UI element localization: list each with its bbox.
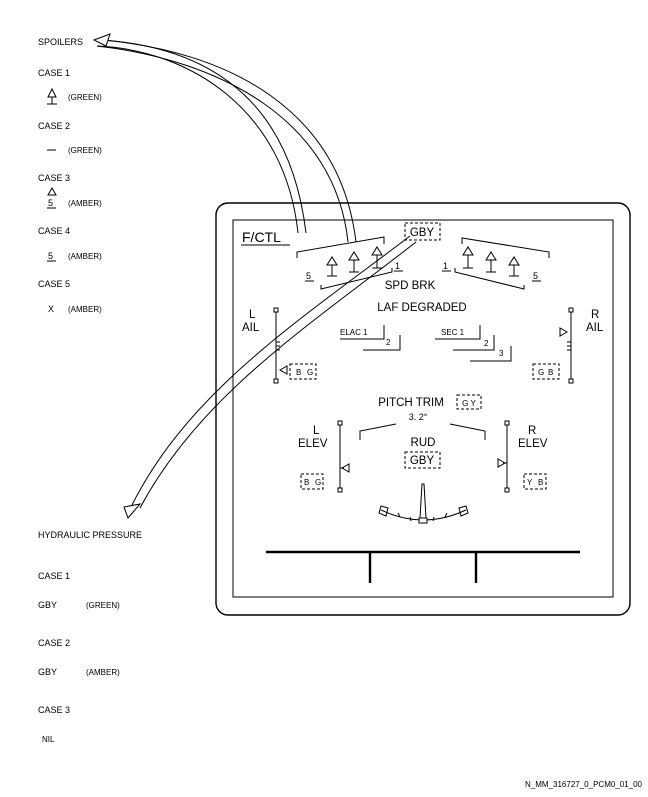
bottom-separator	[266, 550, 580, 583]
hydraulic-case1-color: (GREEN)	[86, 601, 120, 610]
spoiler-arrow-icon	[485, 251, 497, 261]
pitch-trim-value: 3. 2°	[409, 412, 428, 422]
spoilers-case3-symbol: 5	[48, 198, 53, 208]
laf-degraded-label: LAF DEGRADED	[377, 302, 466, 314]
rud-label: RUD	[411, 437, 436, 449]
pitch-trim-label: PITCH TRIM	[378, 397, 444, 409]
hydraulic-case3-value: NIL	[42, 735, 55, 744]
spoilers-case1-label: CASE 1	[38, 68, 70, 78]
l-elev-scale	[337, 420, 350, 493]
hyd-top-box	[404, 222, 441, 241]
hydraulic-case2-label: CASE 2	[38, 638, 70, 648]
elac1-label: ELAC 1	[340, 328, 368, 337]
spoiler-arrow-icon	[371, 246, 383, 256]
hyd-top-label: GBY	[410, 227, 435, 239]
spoiler-arrow-icon	[326, 256, 338, 266]
l-elev-hyd-g: G	[315, 478, 321, 487]
spoiler-right-group	[454, 237, 550, 290]
spoilers-case4-symbol: 5	[48, 251, 53, 261]
spoilers-case2-label: CASE 2	[38, 121, 70, 131]
r-elev-label: ELEV	[518, 438, 548, 450]
r-elev-hyd-box	[523, 473, 547, 490]
spoilers-case5-color: (AMBER)	[68, 305, 102, 314]
r-ail-hyd-g: G	[538, 368, 544, 377]
spoiler-callout-arrow	[92, 33, 357, 243]
spoiler-arrow-icon	[348, 251, 360, 261]
l-ail-side: L	[249, 309, 256, 321]
pitch-trim-hyd: G Y	[462, 399, 476, 408]
l-elev-index-icon	[340, 463, 350, 473]
r-elev-side: R	[528, 425, 536, 437]
r-ail-hyd-box	[532, 363, 560, 380]
r-ail-hyd-b: B	[548, 368, 553, 377]
spoiler-amber-arrow-icon	[47, 186, 57, 196]
l-elev-hyd-box	[300, 473, 324, 490]
r-elev-scale	[497, 420, 510, 493]
rudder-indicator	[378, 483, 469, 524]
l-elev-label: ELEV	[298, 438, 328, 450]
r-elev-hyd-y: Y	[527, 478, 533, 487]
spoiler-arrow-up-icon	[47, 87, 57, 105]
r-ail-index-icon	[559, 327, 569, 337]
spoilers-heading: SPOILERS	[38, 37, 83, 47]
display-screen	[232, 219, 614, 598]
l-elev-hyd-b: B	[304, 478, 309, 487]
sec3-label: 3	[499, 349, 504, 358]
l-ail-hyd-b: B	[296, 368, 301, 377]
spoilers-case3-color: (AMBER)	[68, 199, 102, 208]
l-ail-hyd-g: G	[307, 368, 313, 377]
hydraulic-case2-value: GBY	[38, 667, 57, 677]
display-bezel	[215, 202, 631, 616]
rud-hyd: GBY	[410, 455, 435, 467]
rud-hyd-box	[404, 451, 441, 469]
spd-brk-label: SPD BRK	[385, 280, 436, 292]
elac2-label: 2	[386, 338, 391, 347]
spoiler-arrow-icon	[462, 246, 474, 256]
spoiler-left-inner-num: 1	[395, 261, 400, 271]
spoiler-arrow-icon	[508, 256, 520, 266]
l-ail-hyd-box	[289, 363, 317, 380]
spoilers-case4-label: CASE 4	[38, 226, 70, 236]
hydraulic-case1-value: GBY	[38, 600, 57, 610]
spoilers-case5-label: CASE 5	[38, 279, 70, 289]
spoiler-left-group	[296, 236, 393, 290]
l-ail-index-icon	[278, 365, 288, 375]
spoilers-case3-label: CASE 3	[38, 173, 70, 183]
l-ail-scale	[273, 307, 288, 384]
spoilers-case1-color: (GREEN)	[68, 93, 102, 102]
spoiler-right-outer-num: 5	[533, 271, 538, 281]
spoilers-case5-symbol: X	[48, 304, 54, 314]
hydraulic-heading: HYDRAULIC PRESSURE	[38, 530, 142, 540]
hydraulic-case3-label: CASE 3	[38, 705, 70, 715]
l-ail-label: AIL	[242, 322, 260, 334]
hydraulic-case2-color: (AMBER)	[86, 668, 120, 677]
page-title: F/CTL	[242, 229, 281, 245]
spoilers-case2-color: (GREEN)	[68, 146, 102, 155]
sec1-label: SEC 1	[441, 328, 465, 337]
figure-reference: N_MM_316727_0_PCM0_01_00	[525, 780, 643, 789]
r-elev-hyd-b: B	[538, 478, 543, 487]
l-elev-side: L	[313, 425, 320, 437]
r-ail-scale	[559, 307, 574, 384]
r-ail-side: R	[591, 309, 599, 321]
pitch-trim-hyd-box	[456, 394, 482, 410]
spoiler-left-outer-num: 5	[306, 271, 311, 281]
spoilers-case4-color: (AMBER)	[68, 252, 102, 261]
hydraulic-case1-label: CASE 1	[38, 571, 70, 581]
r-elev-index-icon	[497, 458, 507, 468]
sec2-label: 2	[484, 339, 489, 348]
hydraulic-callout-arrow	[123, 235, 417, 519]
r-ail-label: AIL	[586, 322, 604, 334]
spoiler-right-inner-num: 1	[443, 261, 448, 271]
